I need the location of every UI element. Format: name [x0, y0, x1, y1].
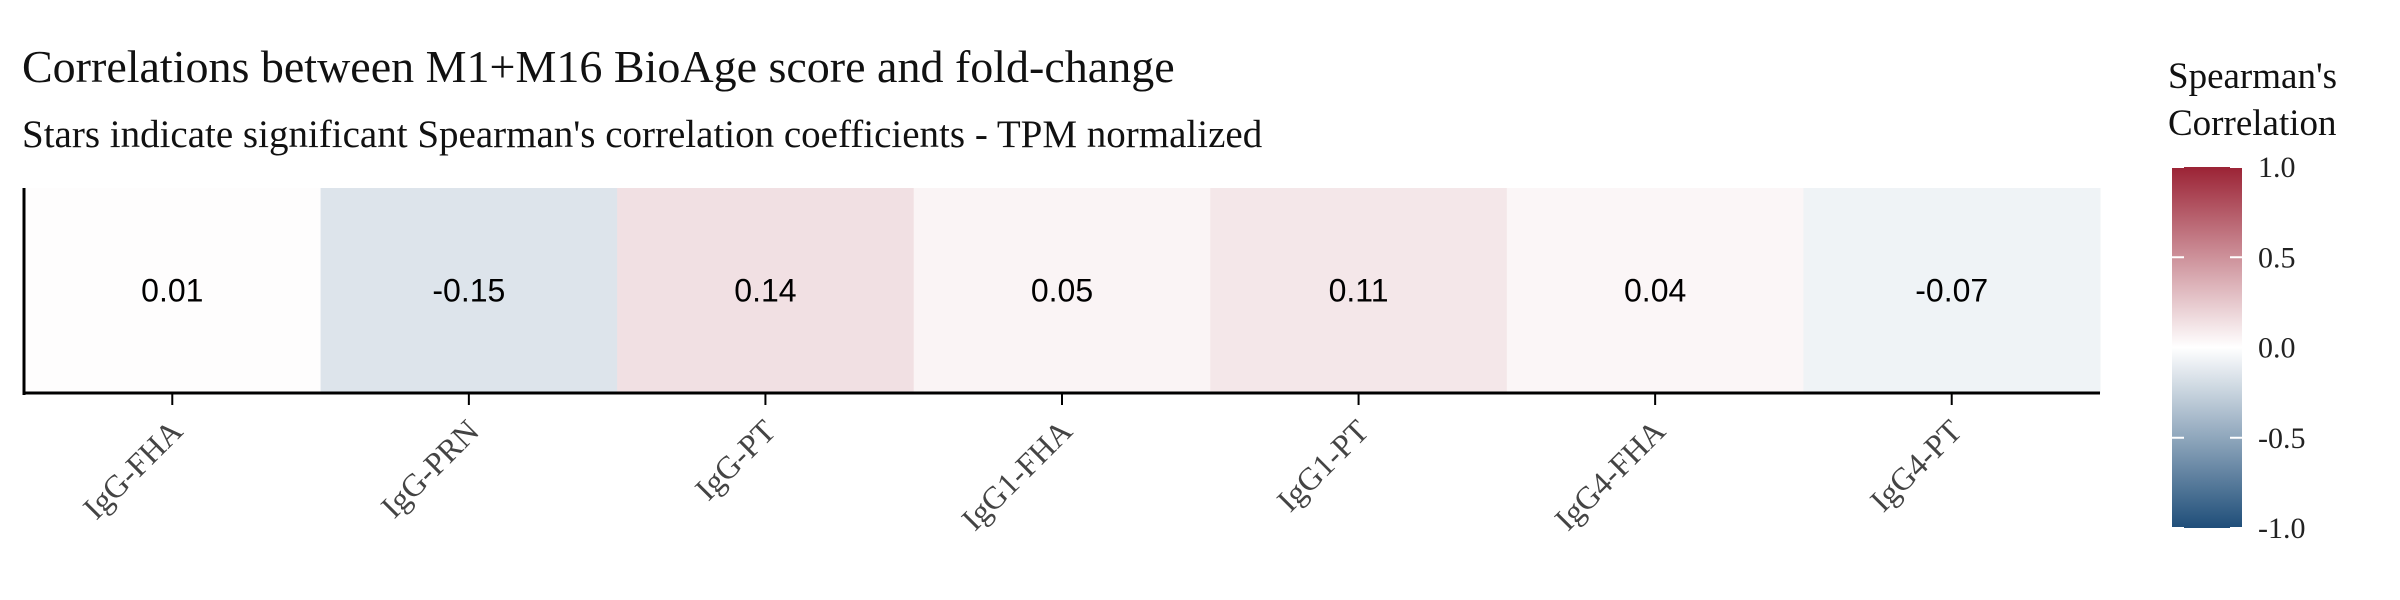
- legend-tick-label: -0.5: [2258, 422, 2306, 455]
- heatmap-cell: [24, 188, 322, 393]
- legend-tick-label: -1.0: [2258, 512, 2306, 545]
- cell-value-label: -0.07: [1915, 273, 1988, 309]
- heatmap-cell: [1506, 188, 1804, 393]
- cell-value-label: 0.05: [1031, 273, 1093, 309]
- cell-value-label: 0.14: [734, 273, 796, 309]
- x-tick-label: IgG-PRN: [374, 412, 486, 524]
- x-tick-label: IgG-PT: [688, 412, 783, 507]
- x-tick-label: IgG1-PT: [1270, 412, 1376, 518]
- chart-subtitle: Stars indicate significant Spearman's co…: [22, 113, 1263, 156]
- x-tick-label: IgG4-FHA: [1547, 412, 1672, 537]
- x-tick-label: IgG4-PT: [1863, 412, 1969, 518]
- color-legend: Spearman's Correlation 1.0 0.5 0.0 -0.5 -1.0: [2168, 56, 2337, 545]
- x-tick-label: IgG-FHA: [76, 412, 189, 525]
- heatmap-cell: [1210, 188, 1508, 393]
- x-tick-label: IgG1-FHA: [954, 412, 1079, 537]
- legend-tick-label: 1.0: [2258, 151, 2296, 184]
- chart-title: Correlations between M1+M16 BioAge score…: [22, 41, 1175, 92]
- heatmap-cell: [617, 188, 915, 393]
- heatmap-cells: 0.01 -0.15 0.14 0.05 0.11 0.04 -0.07: [24, 188, 2101, 393]
- heatmap-cell: [913, 188, 1211, 393]
- legend-tick-label: 0.0: [2258, 332, 2296, 365]
- cell-value-label: 0.01: [141, 273, 203, 309]
- legend-title: Correlation: [2168, 103, 2337, 144]
- heatmap-cell: [320, 188, 618, 393]
- legend-tick-label: 0.5: [2258, 241, 2296, 274]
- cell-value-label: 0.11: [1329, 273, 1389, 309]
- legend-title: Spearman's: [2168, 56, 2337, 97]
- cell-value-label: 0.04: [1624, 273, 1686, 309]
- heatmap-cell: [1803, 188, 2101, 393]
- cell-value-label: -0.15: [432, 273, 505, 309]
- x-axis-ticks: IgG-FHA IgG-PRN IgG-PT IgG1-FHA IgG1-PT IgG4-…: [76, 393, 1969, 537]
